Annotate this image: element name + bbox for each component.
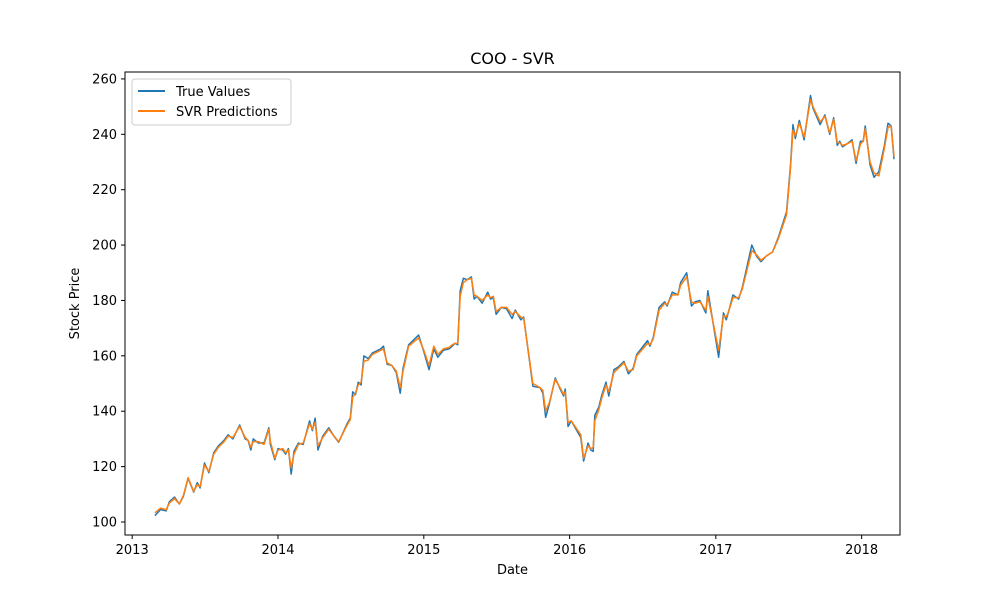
legend-box [131, 78, 292, 126]
y-tick-label: 120 [92, 460, 117, 475]
y-tick-label: 180 [92, 294, 117, 309]
y-axis-ticks: 100 120 140 160 180 200 220 240 260 [92, 72, 125, 530]
x-tick-label: 2015 [407, 543, 440, 558]
x-tick-label: 2016 [553, 543, 586, 558]
y-tick-label: 160 [92, 349, 117, 364]
plot-lines [154, 94, 895, 517]
x-axis-label: Date [497, 563, 528, 578]
x-tick-label: 2014 [261, 543, 294, 558]
y-axis-label: Stock Price [68, 268, 83, 340]
legend-label-true-values: True Values [175, 85, 250, 100]
y-tick-label: 260 [92, 72, 117, 87]
chart-title: COO - SVR [470, 49, 555, 68]
plot-frame [124, 71, 901, 536]
x-tick-label: 2013 [116, 543, 149, 558]
legend: True Values SVR Predictions [131, 78, 292, 126]
y-tick-label: 200 [92, 239, 117, 254]
y-tick-label: 240 [92, 128, 117, 143]
y-tick-label: 140 [92, 405, 117, 420]
x-tick-label: 2018 [845, 543, 878, 558]
legend-label-svr-predictions: SVR Predictions [176, 105, 278, 120]
y-tick-label: 100 [92, 515, 117, 530]
y-tick-label: 220 [92, 183, 117, 198]
x-tick-label: 2017 [699, 543, 732, 558]
series-line-svr-predictions [154, 98, 895, 514]
x-axis-ticks: 2013 2014 2015 2016 2017 2018 [116, 535, 878, 558]
